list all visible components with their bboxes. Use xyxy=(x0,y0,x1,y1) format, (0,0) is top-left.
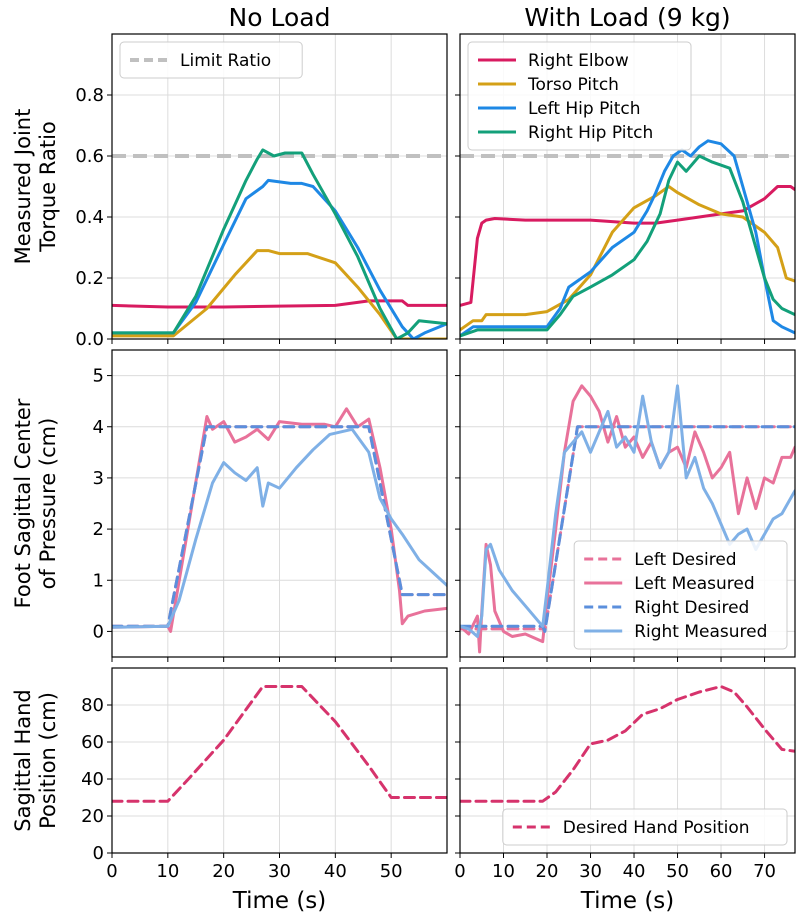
x-tick-label: 20 xyxy=(536,861,559,882)
legend-label: Right Elbow xyxy=(528,51,629,71)
x-tick-label: 40 xyxy=(324,861,347,882)
panel-torque-no-load: 0.0 0.2 0.4 0.6 0.8 Limit Ratio xyxy=(75,33,448,350)
y-tick-label: 0 xyxy=(93,843,104,864)
x-tick-label: 30 xyxy=(579,861,602,882)
legend-label: Right Desired xyxy=(634,598,749,618)
legend-label: Left Hip Pitch xyxy=(528,99,640,119)
x-tick-label: 40 xyxy=(623,861,646,882)
axes-frame xyxy=(459,667,796,854)
series-right-hip-pitch xyxy=(460,154,795,338)
y-tick-label: 5 xyxy=(93,366,104,387)
legend-box xyxy=(467,41,692,151)
legend-label: Left Desired xyxy=(634,550,736,570)
legend-label: Right Measured xyxy=(634,622,767,642)
x-tick-label: 30 xyxy=(268,861,291,882)
panel-cop-with-load: Left Desired Left Measured Right Desired Ri… xyxy=(455,349,796,662)
x-tick-label: 20 xyxy=(212,861,235,882)
panel-hand-with-load: 0 10 20 30 40 50 60 70 Desired Hand Position xyxy=(454,667,796,882)
row-ylabel: Measured Joint Torque Ratio xyxy=(11,109,60,265)
row-ylabel: Sagittal Hand Position (cm) xyxy=(11,689,60,832)
legend-box xyxy=(119,41,303,79)
ylabel-line: Torque Ratio xyxy=(36,121,60,253)
x-tick-label: 10 xyxy=(156,861,179,882)
y-tick-label: 2 xyxy=(93,519,104,540)
legend-label: Right Hip Pitch xyxy=(528,123,653,143)
x-axis-label: Time (s) xyxy=(580,888,675,914)
y-tick-label: 0.2 xyxy=(75,268,104,289)
legend-label: Left Measured xyxy=(634,574,754,594)
plot-area xyxy=(460,685,795,803)
legend: Limit Ratio xyxy=(119,41,303,79)
series-left-measured xyxy=(460,384,795,654)
y-tick-label: 0.4 xyxy=(75,207,104,228)
legend: Desired Hand Position xyxy=(502,808,788,846)
series-right-elbow xyxy=(112,299,447,309)
panel-torque-with-load: Right Elbow Torso Pitch Left Hip Pitch Righ… xyxy=(455,33,796,344)
axes-frame xyxy=(459,349,796,658)
axes-frame xyxy=(111,349,448,658)
ylabel-line: Position (cm) xyxy=(36,692,60,829)
y-tick-label: 0.0 xyxy=(75,329,104,350)
legend-label: Torso Pitch xyxy=(527,75,619,95)
x-axis-label: Time (s) xyxy=(232,888,327,914)
series-right-measured xyxy=(460,384,795,638)
y-tick-label: 60 xyxy=(81,732,104,753)
axes-frame xyxy=(111,667,448,854)
x-tick-label: 70 xyxy=(753,861,776,882)
x-tick-label: 0 xyxy=(454,861,465,882)
y-tick-label: 20 xyxy=(81,806,104,827)
x-tick-label: 0 xyxy=(106,861,117,882)
ylabel-line: Sagittal Hand xyxy=(11,689,35,832)
series-left-hip-pitch xyxy=(460,139,795,338)
series-desired-hand-position xyxy=(112,685,447,803)
row-ylabel: Foot Sagittal Center of Pressure (cm) xyxy=(11,398,60,608)
plot-area xyxy=(112,685,447,803)
plot-area xyxy=(460,384,795,654)
column-title: No Load xyxy=(229,3,331,32)
legend-label: Limit Ratio xyxy=(180,51,271,71)
panel-hand-no-load: 0 20 40 60 80 0 10 20 30 40 50 xyxy=(81,667,448,882)
y-tick-label: 1 xyxy=(93,570,104,591)
plot-area xyxy=(460,139,795,338)
legend-label: Desired Hand Position xyxy=(563,818,750,838)
y-tick-label: 4 xyxy=(93,417,104,438)
ylabel-line: Measured Joint xyxy=(11,109,35,265)
y-tick-label: 0 xyxy=(93,621,104,642)
legend-box xyxy=(573,540,788,650)
x-tick-label: 10 xyxy=(492,861,515,882)
y-tick-label: 40 xyxy=(81,769,104,790)
x-tick-label: 60 xyxy=(710,861,733,882)
series-right-measured xyxy=(112,427,447,629)
y-tick-label: 3 xyxy=(93,468,104,489)
ylabel-line: of Pressure (cm) xyxy=(36,418,60,590)
ylabel-line: Foot Sagittal Center xyxy=(11,398,35,608)
axes-frame xyxy=(459,33,796,340)
x-tick-label: 50 xyxy=(666,861,689,882)
y-tick-label: 0.6 xyxy=(75,146,104,167)
axes-frame xyxy=(111,33,448,340)
plot-area xyxy=(112,407,447,633)
series-desired-hand-position xyxy=(460,685,795,803)
legend: Left Desired Left Measured Right Desired Ri… xyxy=(573,540,788,650)
y-tick-label: 0.8 xyxy=(75,85,104,106)
legend-box xyxy=(502,808,788,846)
y-tick-label: 80 xyxy=(81,695,104,716)
plot-area xyxy=(112,148,447,339)
panel-cop-no-load: 0 1 2 3 4 5 xyxy=(93,349,448,662)
series-right-elbow xyxy=(460,185,795,307)
series-right-hip-pitch xyxy=(112,148,447,339)
x-tick-label: 50 xyxy=(380,861,403,882)
legend: Right Elbow Torso Pitch Left Hip Pitch Righ… xyxy=(467,41,692,151)
column-title: With Load (9 kg) xyxy=(524,3,730,32)
series-left-hip-pitch xyxy=(112,178,447,339)
